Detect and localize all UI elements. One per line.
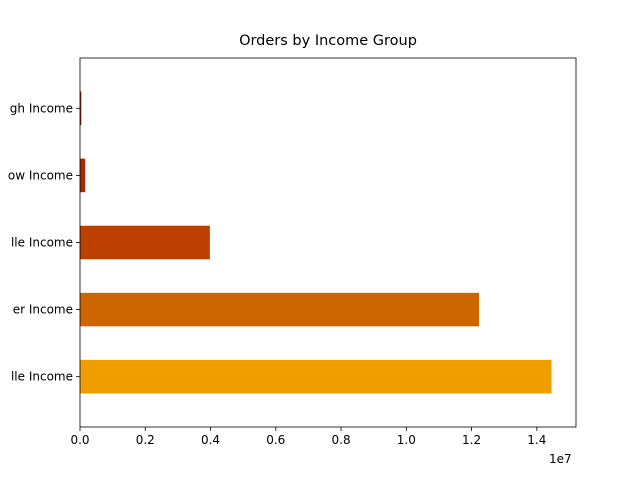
- chart-title: Orders by Income Group: [239, 33, 417, 49]
- x-tick-label-1: 0.2: [136, 433, 155, 447]
- x-tick-label-7: 1.4: [527, 433, 546, 447]
- bar-4: [80, 91, 82, 126]
- x-axis-offset-label: 1e7: [549, 452, 572, 466]
- y-tick-label-2: lle Income: [11, 236, 73, 250]
- y-tick-label-0: lle Income: [11, 370, 73, 384]
- x-tick-label-3: 0.6: [266, 433, 285, 447]
- x-tick-label-6: 1.2: [462, 433, 481, 447]
- x-tick-label-4: 0.8: [332, 433, 351, 447]
- bar-1: [80, 292, 480, 327]
- bar-2: [80, 225, 210, 260]
- y-tick-label-4: gh Income: [10, 101, 73, 115]
- bar-3: [80, 158, 86, 193]
- plot-frame: [79, 57, 577, 428]
- x-tick-label-2: 0.4: [201, 433, 220, 447]
- y-tick-label-3: ow Income: [8, 168, 73, 182]
- x-tick-label-5: 1.0: [397, 433, 416, 447]
- x-tick-label-0: 0.0: [70, 433, 89, 447]
- y-tick-label-1: er Income: [13, 303, 73, 317]
- bar-0: [80, 359, 552, 394]
